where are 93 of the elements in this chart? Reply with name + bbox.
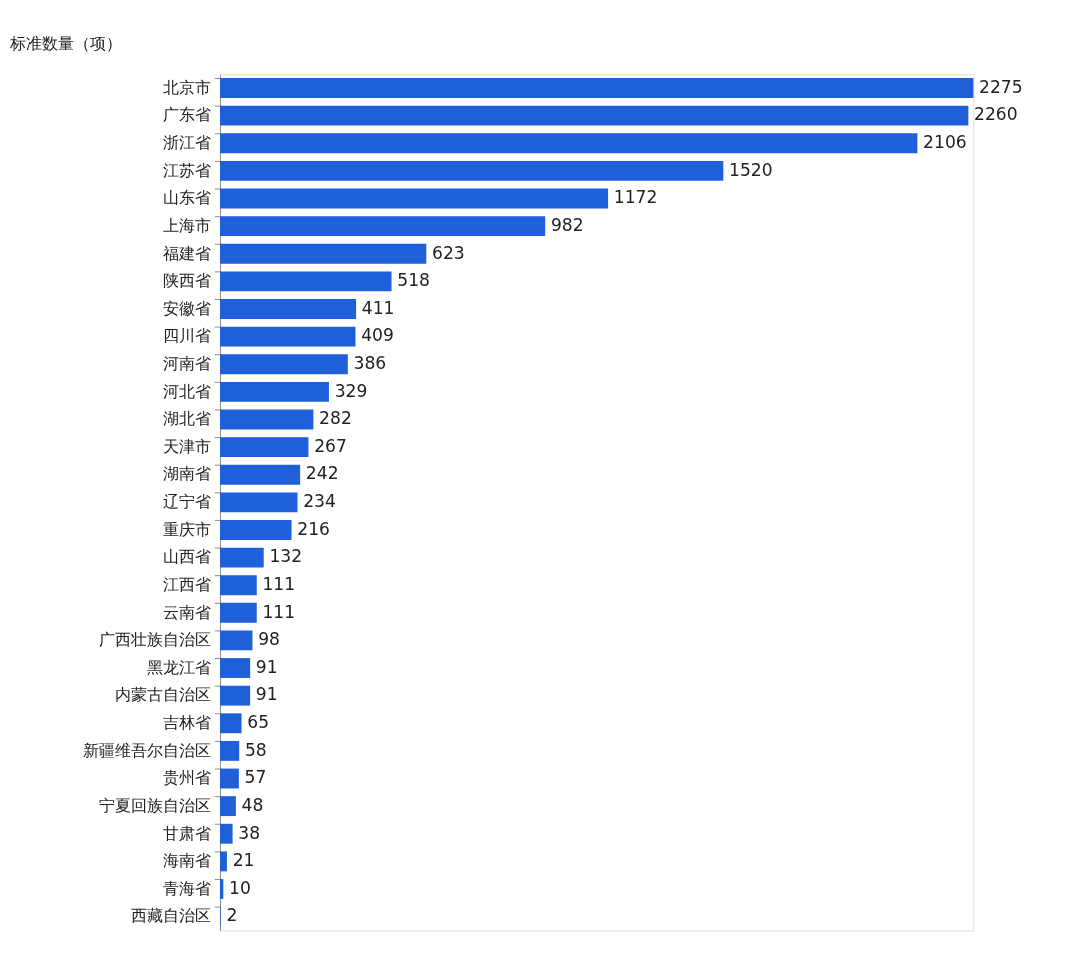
y-tick-label: 内蒙古自治区 bbox=[114, 685, 211, 705]
y-tick-label: 湖南省 bbox=[162, 464, 211, 484]
bar bbox=[220, 713, 242, 734]
y-tick-label: 青海省 bbox=[162, 878, 211, 898]
bar bbox=[220, 630, 253, 651]
bar bbox=[220, 105, 969, 126]
bar bbox=[220, 354, 348, 375]
bar bbox=[220, 823, 233, 844]
y-tick-label: 北京市 bbox=[162, 77, 211, 97]
y-tick-label: 贵州省 bbox=[162, 768, 211, 788]
y-tick-label: 黑龙江省 bbox=[146, 657, 211, 677]
y-tick-label: 安徽省 bbox=[162, 298, 211, 318]
bar bbox=[220, 685, 251, 706]
y-tick-label: 湖北省 bbox=[162, 409, 211, 429]
bar bbox=[220, 299, 357, 319]
bar bbox=[220, 602, 257, 623]
bar bbox=[220, 575, 257, 596]
data-label: 216 bbox=[297, 518, 330, 539]
bar bbox=[220, 768, 239, 789]
bar bbox=[220, 520, 292, 540]
data-label: 234 bbox=[303, 491, 336, 512]
y-tick-label: 新疆维吾尔自治区 bbox=[82, 740, 211, 760]
data-label: 2 bbox=[226, 905, 238, 926]
text: 标准数量（项） bbox=[8, 34, 122, 54]
data-label: 982 bbox=[550, 214, 584, 235]
data-label: 48 bbox=[241, 794, 264, 815]
data-label: 623 bbox=[432, 242, 465, 263]
data-label: 98 bbox=[258, 629, 280, 650]
data-label: 132 bbox=[269, 546, 303, 567]
data-label: 111 bbox=[262, 601, 296, 622]
bar bbox=[220, 492, 298, 513]
y-tick-label: 辽宁省 bbox=[162, 492, 211, 512]
data-label: 57 bbox=[244, 767, 267, 788]
bar bbox=[220, 547, 264, 568]
bar bbox=[220, 216, 546, 237]
bar bbox=[220, 464, 301, 485]
bar bbox=[220, 271, 392, 292]
y-tick-label: 江西省 bbox=[162, 574, 211, 594]
y-tick-label: 浙江省 bbox=[162, 133, 211, 153]
y-tick-label: 天津市 bbox=[162, 436, 211, 456]
y-tick-label: 云南省 bbox=[162, 602, 211, 622]
data-label: 518 bbox=[397, 270, 430, 291]
data-label: 329 bbox=[334, 380, 368, 401]
data-label: 1520 bbox=[729, 159, 773, 180]
bar bbox=[220, 326, 356, 347]
y-tick-label: 重庆市 bbox=[162, 519, 211, 539]
y-tick-label: 甘肃省 bbox=[162, 823, 211, 843]
y-tick-label: 吉林省 bbox=[162, 713, 211, 733]
bar bbox=[220, 879, 224, 899]
y-tick-label: 广东省 bbox=[162, 105, 211, 125]
data-label: 38 bbox=[238, 822, 261, 843]
y-tick-label: 上海市 bbox=[162, 215, 211, 235]
data-label: 91 bbox=[255, 656, 278, 677]
y-tick-label: 四川省 bbox=[162, 326, 211, 346]
y-tick-label: 海南省 bbox=[162, 851, 211, 871]
data-label: 282 bbox=[319, 408, 352, 429]
y-tick-label: 山西省 bbox=[162, 547, 211, 567]
y-tick-label: 河南省 bbox=[162, 354, 211, 373]
data-label: 58 bbox=[244, 739, 267, 760]
data-label: 2260 bbox=[974, 104, 1018, 125]
y-tick-label: 福建省 bbox=[162, 243, 211, 263]
bar bbox=[220, 160, 724, 181]
bar bbox=[220, 381, 329, 402]
bar bbox=[220, 409, 314, 430]
data-label: 2275 bbox=[979, 76, 1023, 97]
bar bbox=[220, 133, 918, 154]
data-label: 267 bbox=[314, 435, 347, 456]
bar bbox=[220, 78, 974, 98]
data-label: 242 bbox=[305, 463, 339, 484]
data-label: 91 bbox=[255, 684, 278, 705]
bar bbox=[220, 658, 251, 678]
data-label: 65 bbox=[247, 712, 270, 733]
y-tick-label: 山东省 bbox=[162, 188, 211, 208]
bar bbox=[220, 437, 309, 458]
data-label: 1172 bbox=[613, 187, 658, 208]
data-label: 409 bbox=[361, 325, 394, 346]
y-tick-label: 江苏省 bbox=[162, 160, 211, 180]
y-tick-label: 广西壮族自治区 bbox=[98, 630, 211, 650]
data-label: 10 bbox=[229, 877, 251, 898]
y-tick-label: 西藏自治区 bbox=[130, 906, 211, 926]
bar bbox=[220, 851, 227, 872]
y-tick-label: 宁夏回族自治区 bbox=[98, 795, 211, 815]
bar bbox=[220, 188, 609, 209]
y-tick-label: 河北省 bbox=[162, 381, 211, 401]
bar bbox=[220, 740, 240, 761]
bar bbox=[220, 243, 427, 264]
bar bbox=[220, 796, 236, 817]
data-label: 111 bbox=[262, 573, 296, 594]
data-label: 21 bbox=[232, 850, 255, 871]
y-tick-label: 陕西省 bbox=[162, 271, 211, 291]
data-label: 386 bbox=[353, 353, 387, 373]
data-label: 2106 bbox=[923, 132, 967, 153]
data-label: 411 bbox=[361, 297, 395, 318]
